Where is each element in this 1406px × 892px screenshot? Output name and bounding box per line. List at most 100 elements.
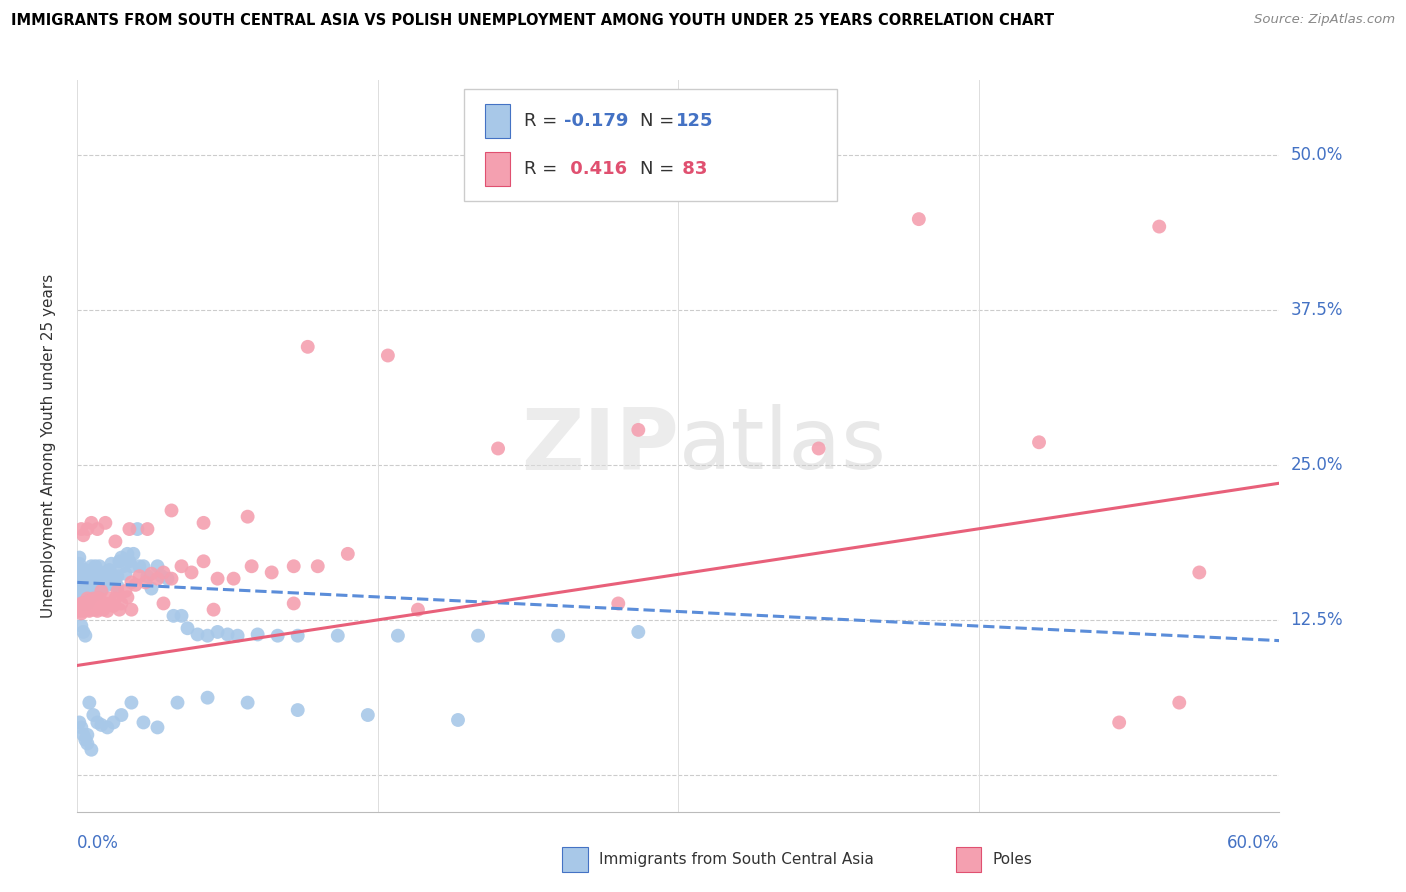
Point bbox=[67, 550, 90, 565]
Text: ZIP: ZIP bbox=[520, 404, 679, 488]
Point bbox=[72, 584, 94, 599]
Point bbox=[75, 594, 97, 608]
Point bbox=[80, 591, 103, 605]
Point bbox=[152, 597, 174, 611]
Point bbox=[76, 737, 98, 751]
Point bbox=[104, 534, 127, 549]
Point bbox=[150, 569, 173, 583]
Point bbox=[176, 621, 198, 635]
Point bbox=[67, 575, 90, 590]
Point bbox=[86, 597, 108, 611]
Point bbox=[103, 569, 125, 583]
Point bbox=[72, 579, 94, 593]
Point bbox=[70, 597, 93, 611]
Text: 37.5%: 37.5% bbox=[1291, 301, 1343, 318]
Point bbox=[120, 559, 142, 574]
Point bbox=[260, 566, 283, 580]
Point bbox=[67, 604, 90, 618]
Point bbox=[236, 509, 259, 524]
Point bbox=[297, 340, 319, 354]
Point bbox=[627, 624, 650, 639]
Point bbox=[82, 600, 104, 615]
Point bbox=[107, 579, 129, 593]
Point bbox=[336, 547, 359, 561]
Point bbox=[86, 591, 108, 606]
Point bbox=[134, 575, 156, 590]
Point bbox=[107, 584, 129, 599]
Text: 12.5%: 12.5% bbox=[1291, 610, 1343, 629]
Point bbox=[118, 554, 141, 568]
Point bbox=[70, 619, 93, 633]
Point bbox=[170, 559, 193, 574]
Point bbox=[132, 559, 155, 574]
Point bbox=[94, 572, 117, 586]
Point bbox=[387, 629, 409, 643]
Point bbox=[75, 597, 97, 611]
Point bbox=[226, 629, 249, 643]
Point bbox=[70, 720, 93, 734]
Point bbox=[82, 579, 104, 593]
Point bbox=[70, 582, 93, 596]
Point bbox=[207, 624, 229, 639]
Point bbox=[246, 627, 269, 641]
Text: 83: 83 bbox=[676, 160, 707, 178]
Point bbox=[75, 629, 97, 643]
Point bbox=[76, 728, 98, 742]
Point bbox=[104, 591, 127, 606]
Point bbox=[1188, 566, 1211, 580]
Point bbox=[240, 559, 263, 574]
Point bbox=[80, 516, 103, 530]
Point bbox=[89, 569, 111, 583]
Point bbox=[70, 572, 93, 586]
Point bbox=[807, 442, 830, 456]
Point bbox=[76, 578, 98, 592]
Point bbox=[82, 566, 104, 581]
Text: IMMIGRANTS FROM SOUTH CENTRAL ASIA VS POLISH UNEMPLOYMENT AMONG YOUTH UNDER 25 Y: IMMIGRANTS FROM SOUTH CENTRAL ASIA VS PO… bbox=[11, 13, 1054, 29]
Point bbox=[84, 566, 107, 581]
Point bbox=[146, 559, 169, 574]
Point bbox=[283, 597, 305, 611]
Text: Poles: Poles bbox=[993, 853, 1032, 867]
Point bbox=[222, 572, 245, 586]
Point bbox=[447, 713, 470, 727]
Point bbox=[103, 578, 125, 592]
Point bbox=[120, 575, 142, 590]
Point bbox=[82, 591, 104, 606]
Point bbox=[86, 572, 108, 586]
Point bbox=[80, 566, 103, 581]
Point bbox=[96, 604, 118, 618]
Point bbox=[76, 597, 98, 611]
Point bbox=[136, 522, 159, 536]
Point bbox=[67, 557, 90, 571]
Point bbox=[156, 572, 179, 586]
Point bbox=[160, 572, 183, 586]
Point bbox=[90, 572, 112, 586]
Point bbox=[486, 442, 509, 456]
Point bbox=[98, 563, 121, 577]
Point bbox=[86, 604, 108, 618]
Point bbox=[186, 627, 209, 641]
Text: R =: R = bbox=[524, 112, 564, 130]
Text: N =: N = bbox=[640, 160, 679, 178]
Point bbox=[197, 690, 219, 705]
Point bbox=[75, 563, 97, 577]
Point bbox=[607, 597, 630, 611]
Text: 0.416: 0.416 bbox=[564, 160, 627, 178]
Point bbox=[122, 547, 145, 561]
Point bbox=[80, 559, 103, 574]
Point bbox=[98, 572, 121, 586]
Text: Immigrants from South Central Asia: Immigrants from South Central Asia bbox=[599, 853, 875, 867]
Point bbox=[152, 566, 174, 580]
Point bbox=[406, 602, 429, 616]
Point bbox=[75, 732, 97, 747]
Point bbox=[128, 569, 150, 583]
Point bbox=[70, 607, 93, 621]
Point bbox=[72, 624, 94, 639]
Point bbox=[79, 591, 101, 606]
Point bbox=[103, 599, 125, 613]
Text: Source: ZipAtlas.com: Source: ZipAtlas.com bbox=[1254, 13, 1395, 27]
Point bbox=[82, 586, 104, 600]
Point bbox=[79, 604, 101, 618]
Point bbox=[117, 591, 139, 605]
Point bbox=[1108, 715, 1130, 730]
